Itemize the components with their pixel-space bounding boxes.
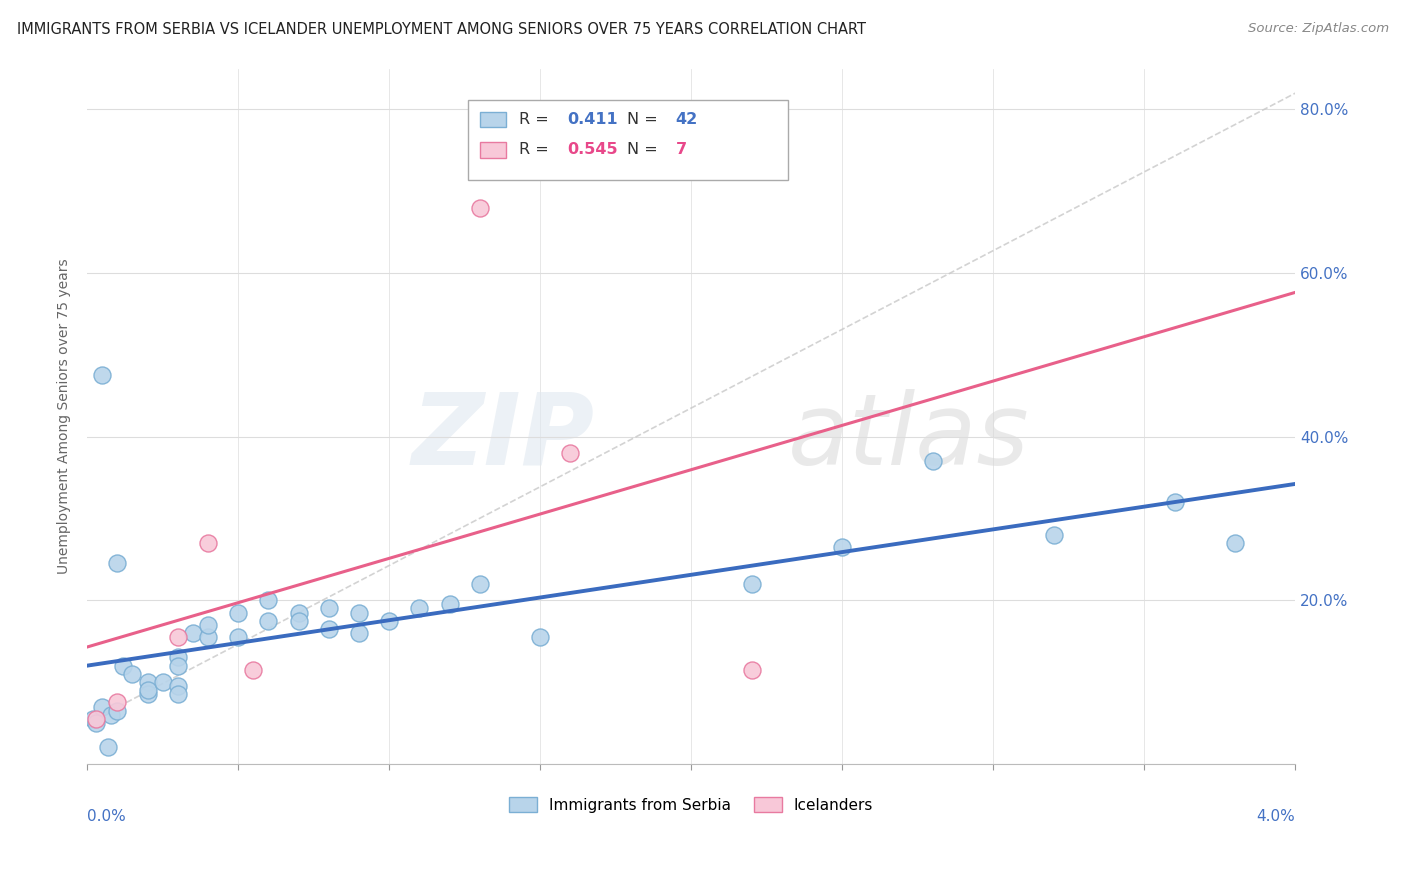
Point <box>922 454 945 468</box>
Point <box>166 687 188 701</box>
Point <box>166 658 188 673</box>
Text: IMMIGRANTS FROM SERBIA VS ICELANDER UNEMPLOYMENT AMONG SENIORS OVER 75 YEARS COR: IMMIGRANTS FROM SERBIA VS ICELANDER UNEM… <box>17 22 866 37</box>
Text: N =: N = <box>627 143 664 157</box>
Text: N =: N = <box>627 112 664 127</box>
Point <box>257 593 280 607</box>
Point <box>105 557 128 571</box>
Point <box>84 712 107 726</box>
Point <box>112 658 135 673</box>
Bar <box>479 142 506 158</box>
Point <box>152 675 174 690</box>
Point <box>226 606 249 620</box>
Text: R =: R = <box>519 112 554 127</box>
Point <box>82 712 104 726</box>
Point <box>560 446 582 460</box>
Point <box>347 606 370 620</box>
Point <box>741 577 763 591</box>
Point <box>1163 495 1185 509</box>
Point <box>166 650 188 665</box>
Point <box>181 626 204 640</box>
Text: atlas: atlas <box>787 389 1029 485</box>
Point <box>84 715 107 730</box>
Text: 4.0%: 4.0% <box>1257 809 1295 824</box>
Point <box>378 614 401 628</box>
Point <box>97 740 120 755</box>
Point <box>100 707 122 722</box>
Point <box>318 622 340 636</box>
Point <box>257 614 280 628</box>
Point <box>468 577 491 591</box>
Point <box>439 597 461 611</box>
Point <box>831 540 853 554</box>
Text: R =: R = <box>519 143 554 157</box>
Point <box>318 601 340 615</box>
Point <box>226 630 249 644</box>
Point <box>136 675 159 690</box>
Point <box>166 679 188 693</box>
Point <box>197 617 219 632</box>
Point <box>287 606 309 620</box>
Text: 7: 7 <box>676 143 686 157</box>
Point <box>91 368 114 383</box>
Text: 0.545: 0.545 <box>567 143 617 157</box>
Point <box>741 663 763 677</box>
Point <box>468 201 491 215</box>
Point <box>1043 528 1066 542</box>
Point <box>1223 536 1246 550</box>
Point <box>242 663 264 677</box>
Point <box>529 630 551 644</box>
Point <box>136 687 159 701</box>
Point <box>347 626 370 640</box>
Text: 42: 42 <box>676 112 697 127</box>
Text: ZIP: ZIP <box>412 389 595 485</box>
Text: 0.411: 0.411 <box>567 112 617 127</box>
Point <box>197 630 219 644</box>
Point <box>91 699 114 714</box>
Point <box>136 683 159 698</box>
Text: Source: ZipAtlas.com: Source: ZipAtlas.com <box>1249 22 1389 36</box>
Y-axis label: Unemployment Among Seniors over 75 years: Unemployment Among Seniors over 75 years <box>58 259 72 574</box>
Point <box>105 696 128 710</box>
Point <box>408 601 430 615</box>
Point <box>121 666 143 681</box>
Point <box>166 630 188 644</box>
Point <box>105 704 128 718</box>
Bar <box>479 112 506 127</box>
Text: 0.0%: 0.0% <box>87 809 127 824</box>
Legend: Immigrants from Serbia, Icelanders: Immigrants from Serbia, Icelanders <box>503 790 879 819</box>
Point <box>197 536 219 550</box>
Point <box>287 614 309 628</box>
FancyBboxPatch shape <box>468 100 787 180</box>
